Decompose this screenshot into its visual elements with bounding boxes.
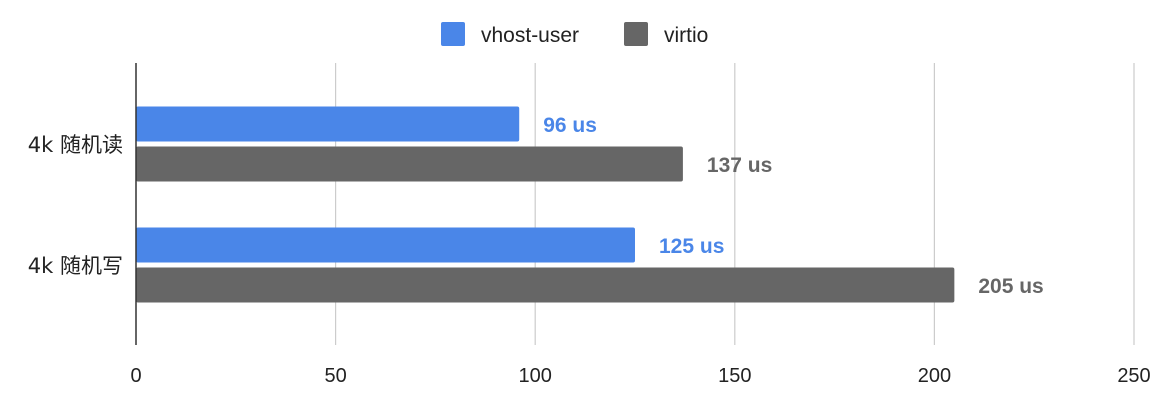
category-label: 4k 随机写 bbox=[28, 254, 123, 278]
legend-item-vhost-user[interactable]: vhost-user bbox=[441, 22, 579, 47]
x-tick-label: 100 bbox=[519, 365, 552, 387]
data-label: 205 us bbox=[978, 275, 1043, 298]
bar-vhost-user bbox=[136, 227, 635, 263]
legend-swatch bbox=[441, 22, 465, 46]
bar-vhost-user bbox=[136, 106, 520, 142]
bars: 96 us 137 us 125 us 205 us bbox=[136, 106, 1044, 303]
legend-swatch bbox=[624, 22, 648, 46]
legend-item-virtio[interactable]: virtio bbox=[624, 22, 708, 47]
data-label: 96 us bbox=[543, 114, 597, 137]
x-tick-label: 0 bbox=[130, 365, 141, 387]
legend: vhost-user virtio bbox=[441, 22, 708, 47]
x-tick-label: 250 bbox=[1117, 365, 1150, 387]
x-tick-label: 200 bbox=[918, 365, 951, 387]
legend-label: vhost-user bbox=[481, 24, 579, 47]
data-label: 125 us bbox=[659, 235, 724, 258]
legend-label: virtio bbox=[664, 24, 708, 47]
bar-virtio bbox=[136, 146, 683, 182]
x-tick-label: 50 bbox=[324, 365, 346, 387]
gridlines bbox=[335, 63, 1135, 345]
category-label: 4k 随机读 bbox=[28, 133, 123, 157]
x-tick-label: 150 bbox=[718, 365, 751, 387]
bar-virtio bbox=[136, 267, 955, 303]
axis: 0 50 100 150 200 250 4k 随机读 4k 随机写 bbox=[28, 63, 1151, 387]
data-label: 137 us bbox=[707, 154, 772, 177]
